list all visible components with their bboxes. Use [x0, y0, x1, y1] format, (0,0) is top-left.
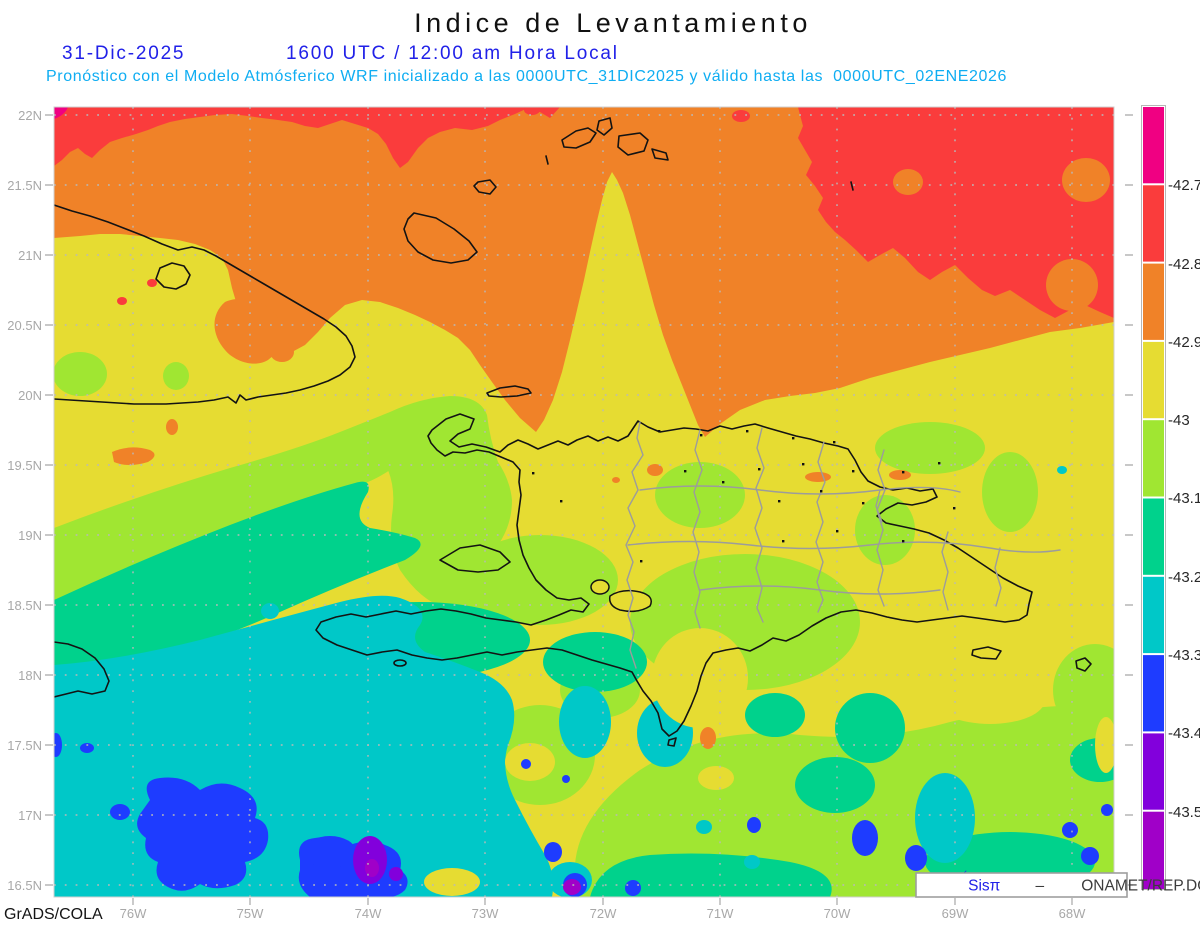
fill-orange-hole-1 — [1062, 158, 1110, 202]
grads-credit: GrADS/COLA — [4, 906, 103, 923]
colorbar-seg-8 — [1143, 733, 1164, 810]
fill-red-west — [54, 107, 560, 168]
right-axis-ticks — [1125, 114, 1133, 886]
lon-label: 72W — [590, 906, 617, 921]
colorbar-label: -43.5 — [1168, 804, 1200, 821]
fill-blue-cells — [54, 733, 1113, 897]
colorbar-label: -42.7 — [1168, 177, 1200, 194]
lat-label: 19N — [18, 528, 42, 543]
contour-field — [54, 107, 1114, 897]
left-axis-ticks — [45, 114, 53, 886]
lat-axis: 22N 21.5N 21N 20.5N 20N 19.5N 19N 18.5N … — [7, 108, 42, 893]
svg-text:Sisπ – ONAMET/REP.: Sisπ – ONAMET/REP.DOM. — [937, 878, 1200, 895]
valid-date: 31-Dic-2025 — [62, 43, 185, 64]
turks-caicos-1 — [561, 127, 597, 149]
lon-label: 71W — [707, 906, 734, 921]
colorbar-label: -43.4 — [1168, 725, 1200, 742]
colorbar-seg-7 — [1143, 655, 1164, 732]
jamaica-coastline — [54, 641, 110, 698]
colorbar-label: -42.9 — [1168, 334, 1200, 351]
brand-separator: – — [1035, 878, 1044, 895]
lat-label: 21.5N — [7, 178, 42, 193]
turks-caicos-2 — [596, 117, 613, 136]
lon-label: 76W — [120, 906, 147, 921]
lat-label: 17N — [18, 808, 42, 823]
islet-tick-1 — [545, 155, 549, 165]
lon-label: 69W — [942, 906, 969, 921]
saona-island — [971, 646, 1002, 660]
cuba-coastline — [54, 204, 356, 405]
lat-label: 20N — [18, 388, 42, 403]
brand-system: Sisπ — [968, 878, 1001, 895]
colorbar: -42.7 -42.8 -42.9 -43 -43.1 -43.2 -43.3 … — [1141, 105, 1200, 890]
fill-magenta-corner — [54, 107, 68, 119]
station-dots — [532, 430, 956, 563]
colorbar-seg-0 — [1143, 107, 1164, 184]
colorbar-label: -43.2 — [1168, 569, 1200, 586]
lon-label: 70W — [824, 906, 851, 921]
fill-red-specks — [117, 107, 750, 305]
lat-label: 21N — [18, 248, 42, 263]
lon-label: 75W — [237, 906, 264, 921]
brand-box: Sisπ – ONAMET/REP.DOM. ´ — [915, 870, 1200, 898]
bottom-axis-ticks — [132, 898, 1073, 905]
brand-org: ONAMET/REP.DOM. — [1081, 878, 1200, 895]
fill-aqua-regions — [54, 481, 1114, 897]
ile-a-vache — [393, 659, 407, 667]
colorbar-seg-6 — [1143, 576, 1164, 654]
cuba-lagoon — [155, 262, 191, 290]
grid-horizontal — [54, 114, 1114, 886]
colorbar-label: -43.1 — [1168, 490, 1200, 507]
colorbar-label: -42.8 — [1168, 256, 1200, 273]
colorbar-seg-1 — [1143, 185, 1164, 262]
gonave-island — [439, 544, 511, 573]
islet-tick-2 — [850, 181, 854, 191]
fill-orange-specks — [112, 298, 911, 749]
page-title: Indice de Levantamiento — [414, 8, 812, 38]
fill-red-east — [798, 107, 1114, 318]
colorbar-seg-4 — [1143, 420, 1164, 497]
plot-frame — [53, 106, 1115, 898]
colorbar-label: -43.3 — [1168, 647, 1200, 664]
pi-accent: ´ — [964, 870, 968, 882]
tortuga-island — [486, 385, 532, 398]
fill-orange-hole-2 — [1046, 259, 1098, 311]
lon-label: 73W — [472, 906, 499, 921]
forecast-subtitle: Pronóstico con el Modelo Atmósferico WRF… — [46, 68, 1007, 85]
beata-islet — [667, 737, 677, 747]
colorbar-seg-2 — [1143, 263, 1164, 340]
fill-orange-hole-3 — [893, 169, 923, 195]
lat-label: 19.5N — [7, 458, 42, 473]
etang-saumatre — [590, 579, 610, 595]
lat-label: 18.5N — [7, 598, 42, 613]
colorbar-label: -43 — [1168, 412, 1190, 429]
lon-label: 68W — [1059, 906, 1086, 921]
mona-island — [1075, 657, 1092, 672]
turks-caicos-4 — [651, 148, 669, 161]
lat-label: 18N — [18, 668, 42, 683]
valid-time: 1600 UTC / 12:00 am Hora Local — [286, 43, 619, 64]
lon-label: 74W — [355, 906, 382, 921]
lon-axis: 76W 75W 74W 73W 72W 71W 70W 69W 68W — [120, 906, 1086, 921]
little-inagua-island — [473, 179, 497, 195]
lat-label: 20.5N — [7, 318, 42, 333]
province-borders — [625, 421, 1061, 669]
colorbar-seg-9 — [1143, 811, 1164, 889]
lat-label: 17.5N — [7, 738, 42, 753]
colorbar-seg-5 — [1143, 498, 1164, 575]
great-inagua-island — [403, 212, 478, 264]
colorbar-frame — [1141, 105, 1166, 890]
coastlines — [54, 117, 1092, 747]
colorbar-seg-3 — [1143, 341, 1164, 419]
turks-caicos-3 — [617, 132, 649, 156]
lat-label: 16.5N — [7, 878, 42, 893]
hispaniola-coastline — [315, 413, 1033, 737]
lat-label: 22N — [18, 108, 42, 123]
